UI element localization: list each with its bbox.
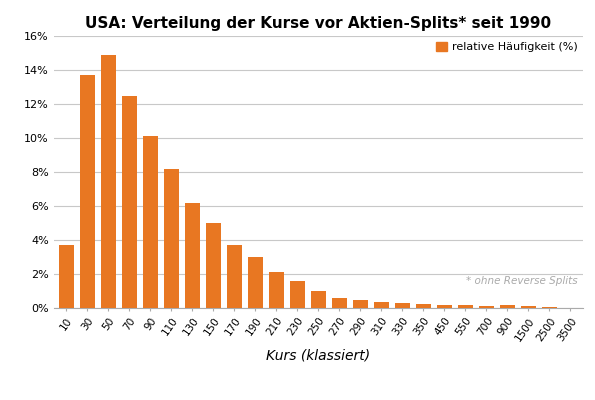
Bar bbox=[269, 272, 284, 308]
Bar bbox=[80, 75, 95, 308]
Title: USA: Verteilung der Kurse vor Aktien-Splits* seit 1990: USA: Verteilung der Kurse vor Aktien-Spl… bbox=[85, 16, 552, 31]
Bar bbox=[437, 305, 452, 308]
X-axis label: Kurs (klassiert): Kurs (klassiert) bbox=[267, 348, 371, 362]
Bar bbox=[395, 303, 410, 308]
Bar bbox=[143, 136, 158, 308]
Bar bbox=[479, 306, 494, 308]
Bar bbox=[542, 307, 557, 308]
Bar bbox=[185, 202, 199, 308]
Bar bbox=[353, 300, 368, 308]
Bar bbox=[206, 223, 221, 308]
Bar bbox=[59, 245, 74, 308]
Bar bbox=[311, 291, 325, 308]
Bar bbox=[332, 298, 347, 308]
Legend: relative Häufigkeit (%): relative Häufigkeit (%) bbox=[436, 42, 578, 52]
Bar bbox=[290, 281, 305, 308]
Text: * ohne Reverse Splits: * ohne Reverse Splits bbox=[466, 276, 578, 286]
Bar bbox=[458, 306, 473, 308]
Bar bbox=[521, 306, 536, 308]
Bar bbox=[374, 302, 389, 308]
Bar bbox=[416, 304, 431, 308]
Bar bbox=[248, 257, 262, 308]
Bar bbox=[500, 305, 515, 308]
Bar bbox=[227, 245, 242, 308]
Bar bbox=[101, 55, 115, 308]
Bar bbox=[122, 96, 137, 308]
Bar bbox=[164, 169, 178, 308]
